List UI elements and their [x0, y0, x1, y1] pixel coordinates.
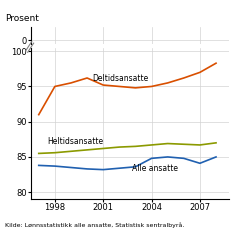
Text: Prosent: Prosent — [5, 14, 39, 23]
Text: Deltidsansatte: Deltidsansatte — [92, 74, 148, 83]
Text: Kilde: Lønnsstatistikk alle ansatte, Statistisk sentralbyrå.: Kilde: Lønnsstatistikk alle ansatte, Sta… — [5, 222, 184, 228]
Text: Alle ansatte: Alle ansatte — [132, 164, 178, 173]
Text: Heltidsansatte: Heltidsansatte — [47, 137, 103, 146]
